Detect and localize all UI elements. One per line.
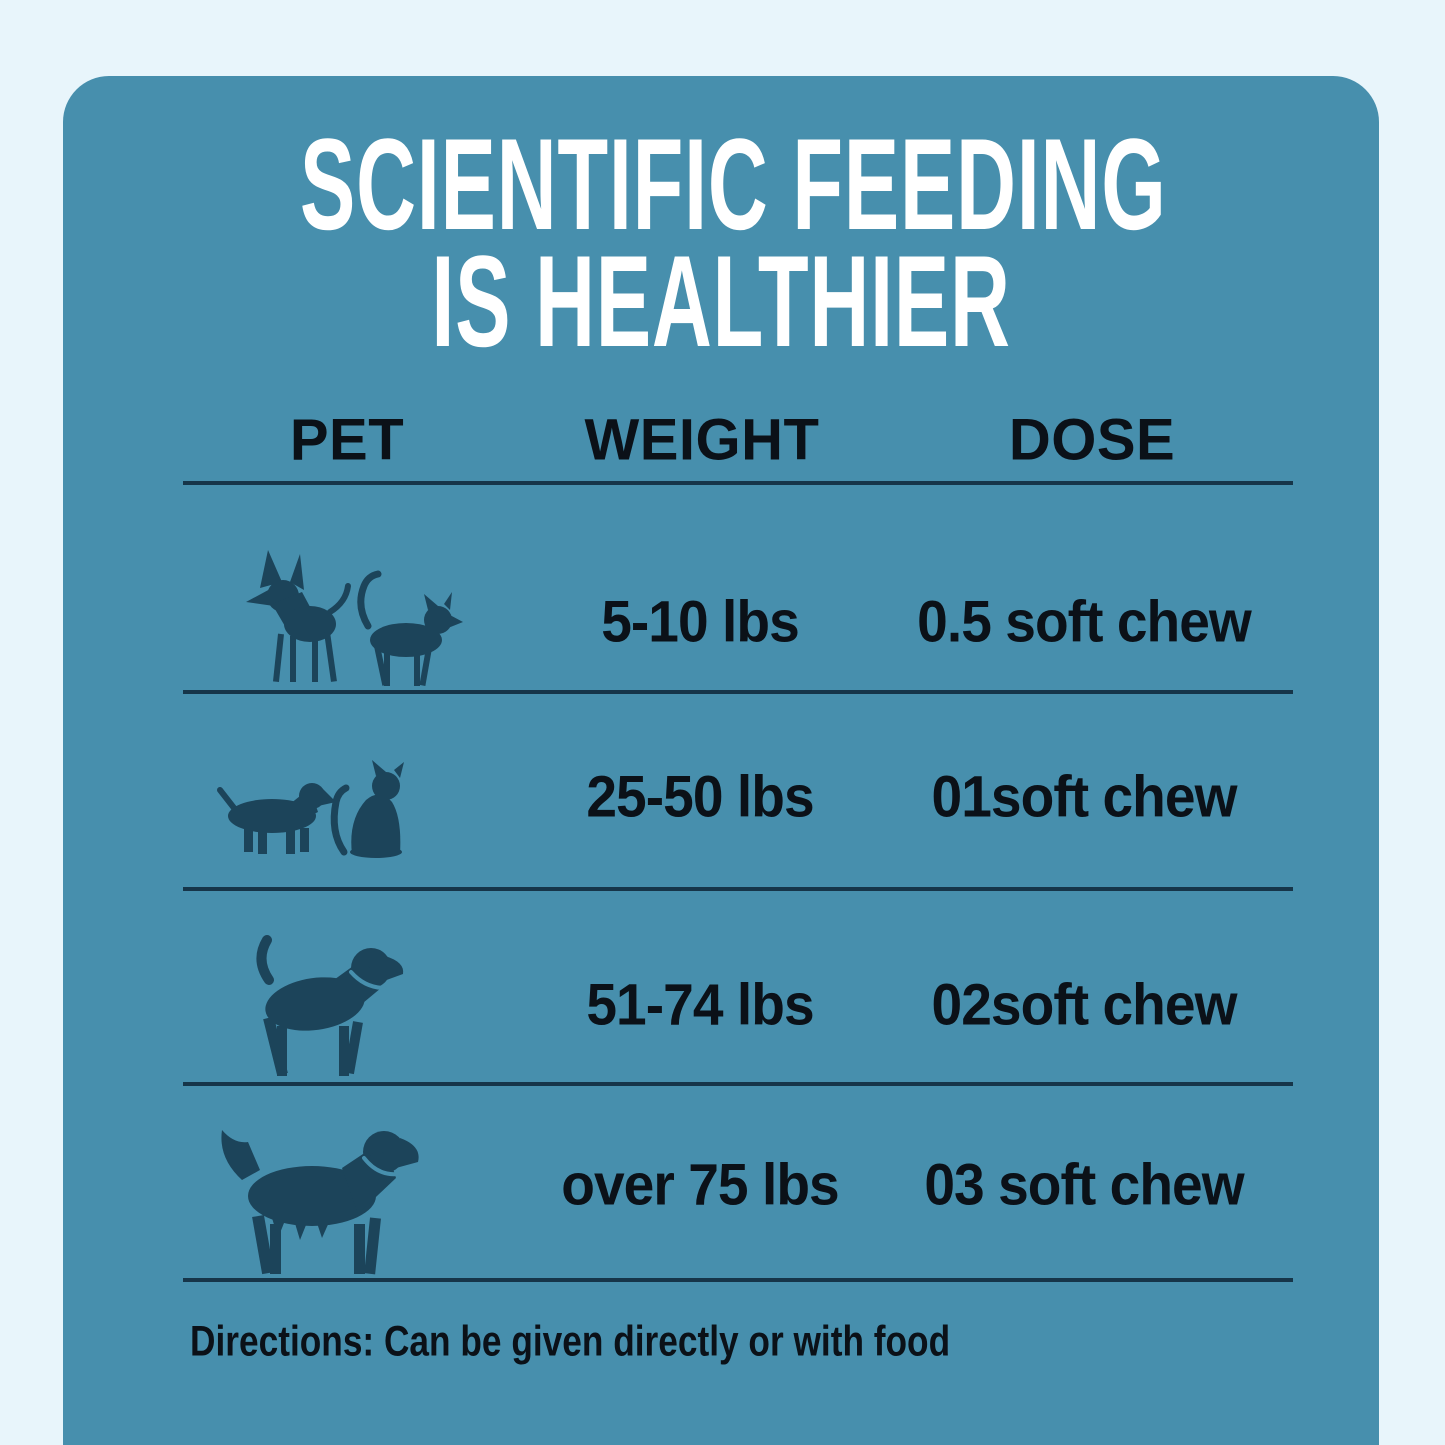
header-pet: PET: [289, 407, 405, 473]
page-title: SCIENTIFIC FEEDING IS HEALTHIER: [63, 106, 1379, 374]
row-divider: [183, 1278, 1293, 1282]
weight-cell-4: over 75 lbs: [561, 1152, 839, 1218]
small-dog-and-cat-icon: [246, 550, 463, 686]
dachshund-and-cat-icon: [217, 760, 404, 858]
header-weight: WEIGHT: [584, 407, 820, 473]
sitting-cat-icon: [330, 760, 404, 858]
small-dog-icon: [246, 550, 351, 683]
header-dose: DOSE: [1008, 407, 1176, 473]
walking-cat-icon: [357, 570, 463, 686]
pet-icons-row-1: [238, 548, 465, 688]
row-divider: [183, 690, 1293, 694]
pet-icons-row-2: [210, 760, 425, 860]
title-line-2: IS HEALTHIER: [431, 228, 1011, 374]
row-divider: [183, 1082, 1293, 1086]
dose-cell-1: 0.5 soft chew: [917, 589, 1252, 655]
large-dog-icon: [221, 1130, 419, 1275]
title-line-1: SCIENTIFIC FEEDING: [299, 111, 1167, 257]
header-divider: [183, 481, 1293, 485]
weight-cell-2: 25-50 lbs: [586, 764, 814, 830]
weight-cell-3: 51-74 lbs: [586, 972, 814, 1038]
row-divider: [183, 887, 1293, 891]
dose-cell-2: 01soft chew: [931, 764, 1238, 830]
pet-icons-row-3: [233, 926, 413, 1078]
weight-cell-1: 5-10 lbs: [601, 589, 800, 655]
dose-cell-3: 02soft chew: [931, 972, 1238, 1038]
pet-icons-row-4: [212, 1118, 424, 1276]
dachshund-icon: [217, 783, 336, 854]
medium-dog-icon: [256, 935, 404, 1076]
directions-text: Directions: Can be given directly or wit…: [190, 1317, 951, 1366]
dose-cell-4: 03 soft chew: [924, 1152, 1244, 1218]
